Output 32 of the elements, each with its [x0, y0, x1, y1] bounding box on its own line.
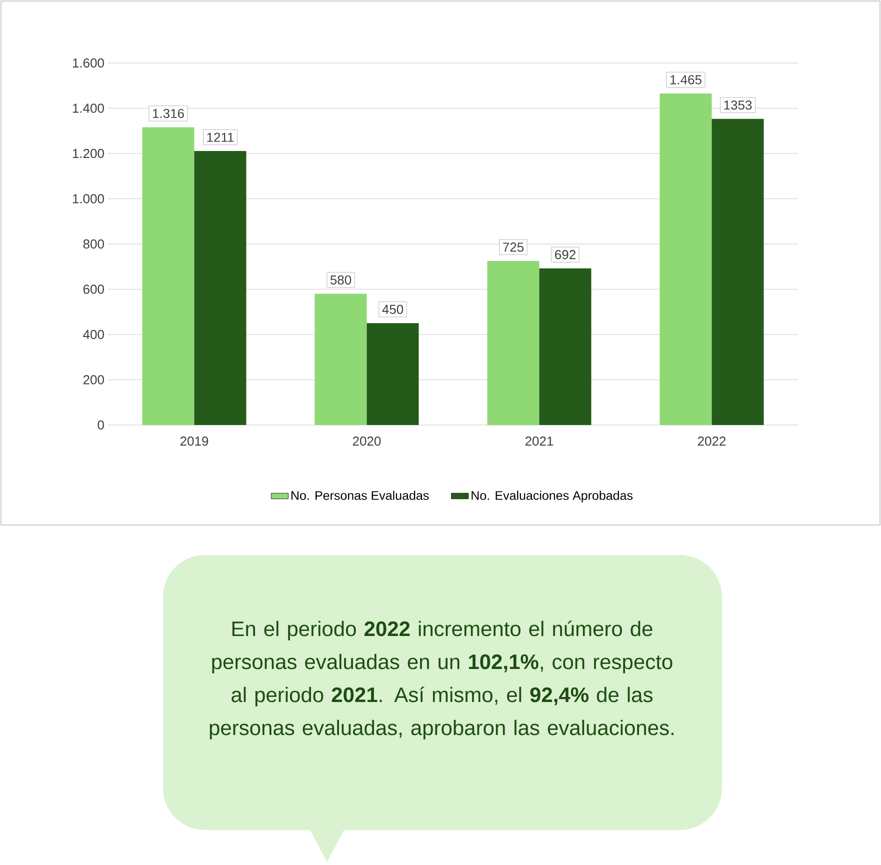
y-tick-label: 1.400: [72, 104, 104, 113]
bar: [366, 323, 419, 425]
bar: [712, 118, 764, 425]
y-tick-label: 1.600: [72, 58, 104, 68]
y-tick-label: 200: [83, 375, 104, 384]
bar: [487, 260, 540, 425]
bar: [660, 94, 712, 425]
data-label: 1211: [207, 132, 234, 142]
y-tick-label: 1.000: [72, 194, 104, 204]
x-tick-label: 2022: [698, 436, 726, 446]
legend-label: No. Personas Evaluadas: [291, 490, 429, 500]
bar: [539, 268, 592, 425]
data-label: 1353: [724, 100, 752, 110]
y-tick-label: 600: [83, 284, 104, 294]
y-tick-label: 400: [83, 330, 104, 340]
bar: [194, 151, 246, 425]
data-label: 450: [382, 304, 404, 314]
data-label: 692: [555, 250, 576, 260]
x-tick-label: 2020: [352, 436, 381, 446]
bar: [314, 294, 367, 425]
y-tick-label: 1.200: [72, 148, 104, 158]
text: En el periodo 2022 incremento el número de personas evaluadas en un 102,1%, con respecto al periodo 2021. Así mismo, el 92,4% de las personas evaluadas, aprobaron las evaluaciones.: [210, 620, 674, 740]
x-tick-label: 2019: [180, 436, 208, 446]
data-label: 1.465: [670, 75, 702, 84]
x-tick-label: 2021: [525, 436, 554, 446]
data-label: 1.316: [152, 108, 184, 118]
y-tick-label: 800: [83, 239, 104, 249]
bar: [142, 127, 194, 425]
legend-label: No. Evaluaciones Aprobadas: [472, 490, 633, 502]
y-tick-label: 0: [98, 420, 104, 430]
data-label: 580: [330, 275, 352, 285]
data-label: 725: [503, 242, 524, 252]
